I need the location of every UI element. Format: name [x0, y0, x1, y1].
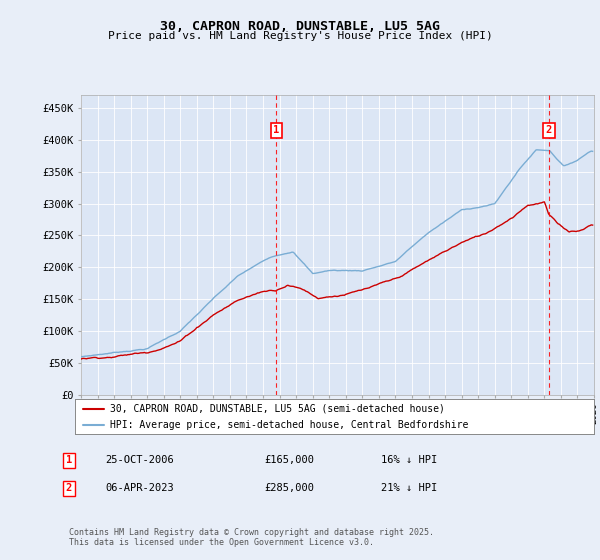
Text: 06-APR-2023: 06-APR-2023: [105, 483, 174, 493]
Text: 21% ↓ HPI: 21% ↓ HPI: [381, 483, 437, 493]
Text: £285,000: £285,000: [264, 483, 314, 493]
Text: 16% ↓ HPI: 16% ↓ HPI: [381, 455, 437, 465]
Text: Contains HM Land Registry data © Crown copyright and database right 2025.
This d: Contains HM Land Registry data © Crown c…: [69, 528, 434, 547]
Text: Price paid vs. HM Land Registry's House Price Index (HPI): Price paid vs. HM Land Registry's House …: [107, 31, 493, 41]
Text: 1: 1: [66, 455, 72, 465]
Text: 2: 2: [545, 125, 552, 136]
Text: 2: 2: [66, 483, 72, 493]
Text: 25-OCT-2006: 25-OCT-2006: [105, 455, 174, 465]
Text: £165,000: £165,000: [264, 455, 314, 465]
Text: 30, CAPRON ROAD, DUNSTABLE, LU5 5AG (semi-detached house): 30, CAPRON ROAD, DUNSTABLE, LU5 5AG (sem…: [110, 404, 445, 414]
Text: HPI: Average price, semi-detached house, Central Bedfordshire: HPI: Average price, semi-detached house,…: [110, 419, 469, 430]
Text: 1: 1: [273, 125, 280, 136]
Text: 30, CAPRON ROAD, DUNSTABLE, LU5 5AG: 30, CAPRON ROAD, DUNSTABLE, LU5 5AG: [160, 20, 440, 32]
